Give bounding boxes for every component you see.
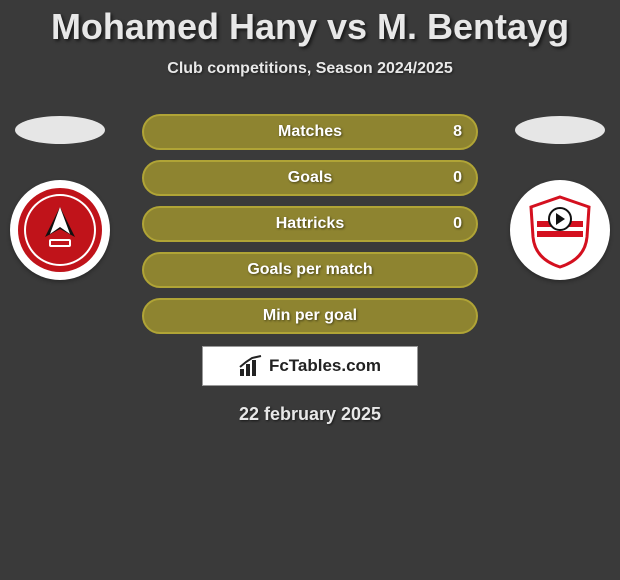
stat-label: Min per goal bbox=[263, 307, 357, 325]
stat-value-right: 8 bbox=[453, 123, 462, 141]
stat-row: Min per goal bbox=[142, 298, 478, 334]
player-right-photo-placeholder bbox=[515, 116, 605, 144]
stat-row: Goals 0 bbox=[142, 160, 478, 196]
stat-row: Matches 8 bbox=[142, 114, 478, 150]
stat-row: Goals per match bbox=[142, 252, 478, 288]
stats-list: Matches 8 Goals 0 Hattricks 0 Goals per match M… bbox=[142, 114, 478, 334]
player-left-column bbox=[0, 114, 120, 280]
player-left-photo-placeholder bbox=[15, 116, 105, 144]
club-left-badge bbox=[10, 180, 110, 280]
stat-row: Hattricks 0 bbox=[142, 206, 478, 242]
club-right-badge bbox=[510, 180, 610, 280]
stat-label: Matches bbox=[278, 123, 342, 141]
al-ahly-crest-icon bbox=[17, 187, 103, 273]
page-title: Mohamed Hany vs M. Bentayg bbox=[0, 0, 620, 48]
subtitle: Club competitions, Season 2024/2025 bbox=[0, 60, 620, 78]
stat-value-right: 0 bbox=[453, 215, 462, 233]
fctables-logo-text: FcTables.com bbox=[269, 356, 381, 376]
stat-label: Goals bbox=[288, 169, 332, 187]
stat-label: Hattricks bbox=[276, 215, 344, 233]
stat-label: Goals per match bbox=[247, 261, 372, 279]
player-right-column bbox=[500, 114, 620, 280]
bar-chart-icon bbox=[239, 355, 263, 377]
fctables-logo: FcTables.com bbox=[202, 346, 418, 386]
zamalek-crest-icon bbox=[517, 187, 603, 273]
comparison-date: 22 february 2025 bbox=[0, 404, 620, 425]
stat-value-right: 0 bbox=[453, 169, 462, 187]
comparison-area: Matches 8 Goals 0 Hattricks 0 Goals per match M… bbox=[0, 114, 620, 425]
